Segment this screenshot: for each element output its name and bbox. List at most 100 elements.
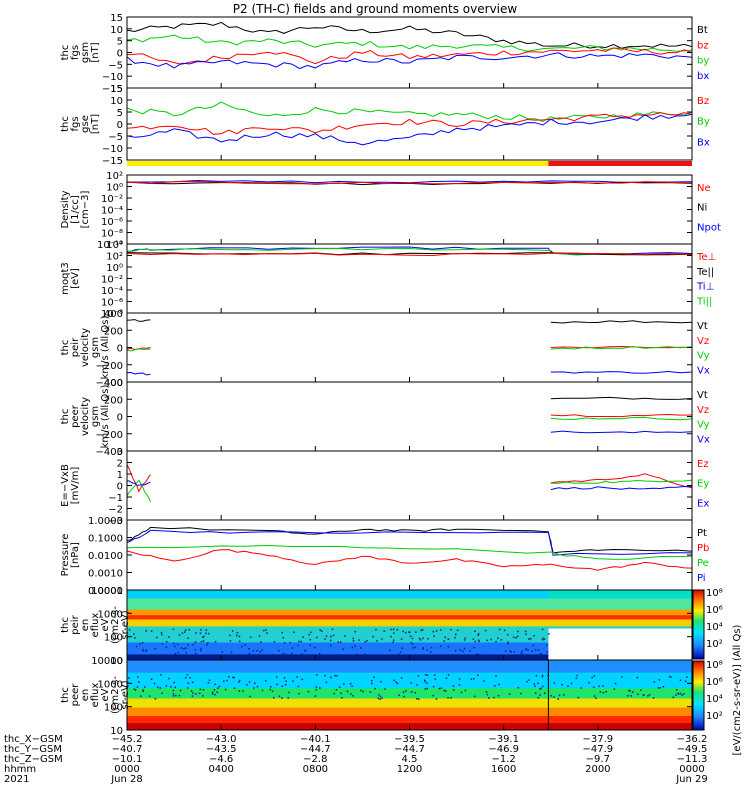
noise-speck — [180, 647, 183, 649]
noise-speck — [283, 677, 286, 679]
noise-speck — [198, 692, 201, 695]
noise-speck — [440, 645, 442, 647]
noise-speck — [330, 635, 332, 638]
noise-speck — [360, 647, 362, 649]
colorbar-tick: 10² — [706, 639, 723, 650]
spectrogram-band — [127, 688, 692, 699]
noise-speck — [216, 691, 218, 694]
y-tick-label: −200 — [96, 361, 123, 372]
y-tick-label: 0.1000 — [88, 534, 123, 545]
y-axis-label: [mV/m] — [70, 467, 81, 505]
noise-speck — [266, 632, 268, 634]
y-axis-label: eV — [100, 618, 111, 631]
y-tick-label: −400 — [96, 447, 123, 458]
noise-speck — [165, 640, 168, 643]
colorbar-tick: 10⁸ — [706, 660, 723, 671]
noise-speck — [309, 644, 312, 646]
series-line-Vt — [550, 320, 692, 324]
noise-speck — [202, 688, 205, 691]
noise-speck — [553, 682, 556, 684]
noise-speck — [259, 651, 261, 653]
y-tick-label: 0 — [117, 482, 123, 493]
panel-10: 10000 1000 100 10 thc peer en eflux eV (cm2-s-sr-… — [60, 656, 693, 737]
series-group — [127, 464, 692, 502]
noise-speck — [324, 674, 326, 677]
noise-speck — [307, 690, 310, 693]
noise-speck — [426, 682, 428, 684]
noise-speck — [392, 641, 394, 644]
noise-speck — [668, 675, 671, 678]
legend-entry: Pt — [697, 528, 707, 539]
series-line-By — [127, 101, 692, 122]
noise-speck — [318, 652, 321, 655]
y-axis-label: thc — [60, 340, 71, 356]
series-line-Bt — [127, 21, 692, 49]
noise-speck — [211, 691, 214, 694]
noise-speck — [207, 682, 210, 684]
noise-speck — [473, 646, 475, 649]
spectrogram-band — [127, 619, 692, 627]
noise-speck — [332, 634, 335, 637]
y-tick-label: −2 — [108, 505, 123, 516]
noise-speck — [534, 692, 537, 694]
noise-speck — [537, 649, 540, 651]
y-tick-label: 10⁻⁸ — [101, 309, 123, 320]
noise-speck — [591, 676, 593, 679]
noise-speck — [410, 642, 412, 644]
noise-speck — [207, 642, 209, 644]
noise-speck — [494, 685, 496, 687]
noise-speck — [528, 638, 530, 640]
y-axis-label: en — [80, 619, 91, 632]
noise-speck — [273, 640, 276, 643]
noise-speck — [647, 695, 649, 697]
y-tick-label: 400 — [104, 309, 123, 320]
noise-speck — [202, 695, 204, 697]
noise-speck — [456, 629, 459, 632]
y-axis-label: [nT] — [90, 42, 101, 62]
noise-speck — [363, 653, 366, 656]
noise-speck — [354, 645, 356, 647]
y-tick-label: 2 — [117, 459, 123, 470]
noise-speck — [498, 683, 500, 686]
noise-speck — [298, 692, 300, 695]
footer-value: 0800 — [303, 764, 328, 775]
noise-speck — [533, 634, 535, 637]
y-axis-label: thc — [60, 116, 71, 132]
noise-speck — [558, 694, 561, 697]
noise-speck — [659, 687, 662, 689]
y-axis-label: thc — [60, 617, 71, 633]
noise-speck — [402, 691, 405, 694]
colorbar-tick: 10⁶ — [706, 677, 723, 688]
y-tick-label: −400 — [96, 378, 123, 389]
noise-speck — [398, 653, 400, 656]
noise-speck — [448, 654, 451, 656]
noise-speck — [271, 690, 274, 693]
noise-speck — [414, 646, 417, 649]
noise-speck — [172, 689, 175, 692]
noise-speck — [463, 647, 466, 650]
footer-value: −43.5 — [206, 744, 237, 755]
noise-speck — [520, 692, 522, 695]
series-group — [127, 526, 692, 571]
noise-speck — [281, 631, 283, 634]
noise-speck — [364, 641, 367, 643]
series-line-Vy — [127, 348, 151, 352]
noise-speck — [351, 685, 353, 687]
noise-speck — [510, 651, 512, 653]
noise-speck — [408, 631, 410, 633]
footer-row-label: 2021 — [4, 774, 29, 785]
noise-speck — [202, 636, 204, 638]
noise-speck — [360, 689, 362, 692]
status-bar — [127, 161, 692, 166]
noise-speck — [133, 633, 135, 635]
y-axis-label: peir — [70, 614, 81, 634]
noise-speck — [506, 633, 509, 636]
noise-speck — [342, 648, 345, 650]
series-line-Bz — [127, 112, 692, 135]
noise-speck — [478, 640, 480, 643]
y-axis-label: thc — [60, 687, 71, 703]
noise-speck — [513, 651, 516, 653]
legend-entry: Te|| — [696, 267, 714, 278]
legend-entry: Bz — [697, 96, 709, 107]
series-line-Vx — [550, 430, 692, 434]
